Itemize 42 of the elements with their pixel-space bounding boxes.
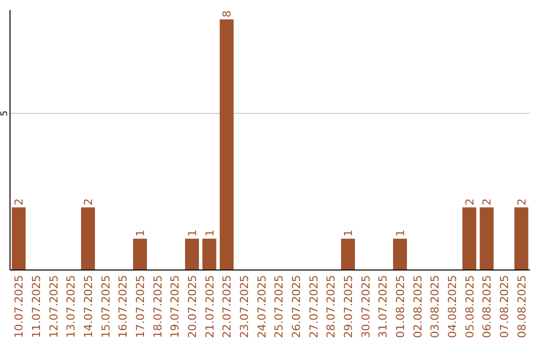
x-tick-label: 22.07.2025 (220, 275, 234, 338)
x-tick-label: 04.08.2025 (446, 275, 459, 338)
data-label: 2 (480, 198, 494, 206)
data-label: 2 (82, 198, 95, 206)
x-tick-label: 06.08.2025 (480, 275, 494, 338)
x-tick-label: 12.07.2025 (47, 275, 60, 338)
x-tick-label: 17.07.2025 (134, 275, 147, 338)
x-tick-label: 07.08.2025 (498, 275, 511, 338)
x-tick-label: 23.07.2025 (238, 275, 251, 338)
x-tick-label: 14.07.2025 (82, 275, 95, 338)
data-label: 1 (342, 230, 355, 237)
data-label: 2 (515, 198, 528, 206)
data-label: 1 (203, 230, 216, 237)
x-tick-label: 16.07.2025 (116, 275, 130, 338)
x-tick-label: 27.07.2025 (307, 275, 320, 338)
x-tick-label: 10.07.2025 (12, 275, 26, 338)
x-tick-label: 21.07.2025 (203, 275, 216, 338)
x-tick-label: 20.07.2025 (186, 275, 199, 338)
x-tick-label: 19.07.2025 (168, 275, 182, 338)
x-tick-label: 30.07.2025 (359, 275, 372, 338)
x-tick-label: 15.07.2025 (99, 275, 112, 338)
data-label: 1 (394, 230, 407, 237)
x-tick-label: 13.07.2025 (64, 275, 78, 338)
x-tick-label: 29.07.2025 (342, 275, 355, 338)
data-label: 1 (186, 230, 199, 237)
x-tick-label: 05.08.2025 (463, 275, 476, 338)
x-tick-label: 03.08.2025 (428, 275, 442, 338)
x-tick-label: 02.08.2025 (411, 275, 424, 338)
data-label: 2 (463, 198, 476, 206)
y-tick-label: 5 (0, 110, 10, 116)
x-tick-label: 01.08.2025 (394, 275, 407, 338)
x-tick-label: 26.07.2025 (290, 275, 303, 338)
x-tick-label: 11.07.2025 (30, 275, 43, 338)
x-tick-label: 28.07.2025 (324, 275, 338, 338)
data-label: 2 (12, 198, 26, 206)
x-tick-label: 24.07.2025 (255, 275, 268, 338)
x-tick-label: 25.07.2025 (272, 275, 286, 338)
x-tick-label: 31.07.2025 (376, 275, 390, 338)
data-label: 1 (134, 230, 147, 237)
x-tick-label: 18.07.2025 (151, 275, 164, 338)
data-label: 8 (220, 10, 234, 18)
x-tick-label: 08.08.2025 (515, 275, 528, 338)
